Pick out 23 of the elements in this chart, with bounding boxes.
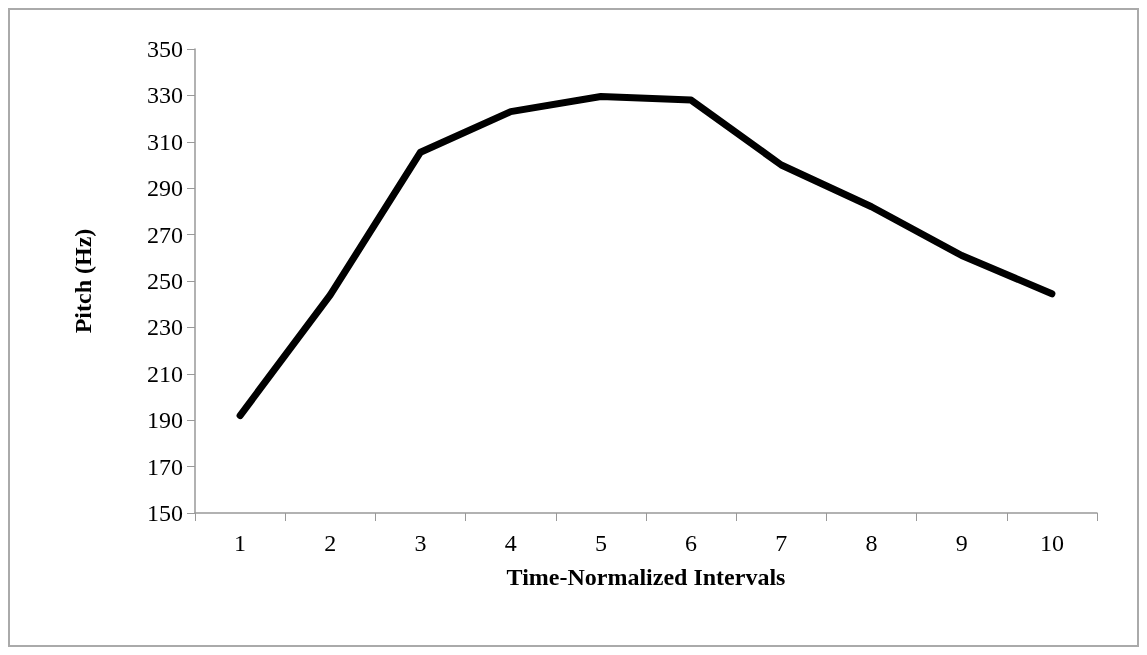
y-tick-label: 310: [147, 128, 183, 155]
y-tick-label: 350: [147, 36, 183, 62]
x-tick-label: 9: [955, 530, 968, 556]
y-tick-label: 150: [147, 500, 183, 526]
y-tick-label: 230: [147, 314, 183, 341]
x-tick-label: 1: [234, 530, 247, 556]
x-tick-label: 5: [594, 530, 607, 556]
x-tick-label: 7: [775, 530, 788, 556]
x-tick-label: 8: [865, 530, 878, 556]
x-tick-label: 10: [1039, 530, 1064, 556]
y-tick-label: 250: [147, 268, 183, 294]
y-tick-label: 170: [147, 453, 183, 480]
x-tick-label: 2: [324, 530, 337, 556]
x-axis-title: Time-Normalized Intervals: [506, 564, 786, 590]
y-tick-label: 210: [147, 360, 183, 387]
y-tick-label: 290: [147, 175, 183, 202]
x-tick-label: 6: [685, 530, 698, 556]
y-axis-title: Pitch (Hz): [70, 228, 96, 334]
x-tick-label: 3: [414, 530, 427, 556]
x-tick-label: 4: [504, 530, 517, 556]
y-tick-label: 330: [147, 82, 183, 109]
y-tick-label: 190: [147, 407, 183, 434]
y-tick-label: 270: [147, 221, 183, 248]
